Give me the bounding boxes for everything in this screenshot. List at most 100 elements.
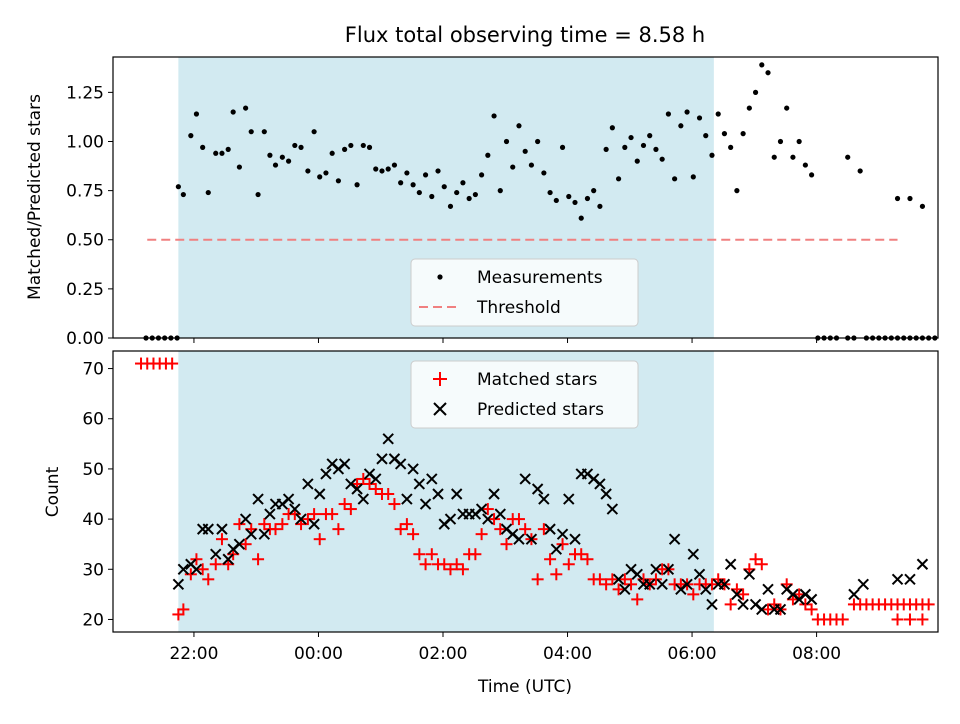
ratio-y-tick-label: 1.25 [66,83,104,103]
count-x-ticks: 22:00 00:00 02:00 04:00 06:00 08:00 [169,632,841,664]
matched-star-point [313,533,326,546]
count-x-tick-label: 06:00 [668,644,717,664]
matched-star-point [612,583,625,596]
count-x-tick-label: 22:00 [169,644,218,664]
measurement-point [728,144,734,150]
matched-star-point [301,513,314,526]
matched-star-point [413,548,426,561]
matched-star-point [537,523,550,536]
predicted-star-point [662,563,675,575]
predicted-star-point [513,533,525,545]
predicted-star-point [525,533,538,545]
measurement-point [441,184,447,190]
matched-star-point [450,558,463,571]
matched-star-point [762,603,775,616]
predicted-star-point [407,463,419,475]
predicted-star-point [644,578,656,591]
matched-star-point [456,563,469,576]
predicted-star-point [594,478,606,490]
ratio-legend: Measurements Threshold [410,258,639,327]
measurement-point [715,111,721,117]
measurement-point [809,172,815,178]
matched-star-point [269,523,282,536]
matched-star-point [581,553,594,566]
measurement-point [665,111,671,117]
matched-star-point [184,568,197,581]
matched-star-point [544,553,557,566]
predicted-star-point [258,528,271,540]
matched-star-point [308,508,321,521]
measurement-point [907,195,913,202]
matched-star-point [916,613,929,626]
x-axis-label: Time (UTC) [477,677,572,697]
count-y-tick-label: 20 [82,610,104,630]
measurement-point [597,203,603,209]
measurement-point [348,142,354,149]
measurement-point [429,193,435,200]
measurement-point [279,154,285,160]
predicted-star-point [264,508,276,520]
measurement-point [248,129,254,135]
measurement-point [510,164,516,170]
matched-star-point [252,553,265,566]
predicted-star-point [245,528,257,540]
matched-star-point [475,528,488,541]
predicted-star-point [308,518,320,530]
predicted-star-point [857,578,869,591]
predicted-star-point [475,503,488,515]
matched-star-point [922,598,935,611]
measurement-point [572,199,578,206]
predicted-star-points [172,433,929,616]
matched-star-point [799,598,812,611]
measurement-point [777,138,784,145]
measurement-point [759,62,765,68]
matched-star-point [519,523,532,536]
matched-star-point [444,563,457,576]
measurement-point [317,174,323,180]
predicted-star-point [426,473,438,485]
measurement-point [659,156,665,162]
ratio-y-ticks: 0.00 0.25 0.50 0.75 1.00 1.25 [66,83,113,349]
measurement-point [230,109,236,115]
measurement-point [790,154,796,160]
matched-star-point [891,613,904,626]
ratio-panel: 0.00 0.25 0.50 0.75 1.00 1.25 Matched/Predict… [25,56,939,349]
measurement-point [541,170,547,176]
measurement-point [491,113,497,119]
predicted-star-point [482,513,494,525]
measurement-point [796,138,802,145]
predicted-star-point [668,533,681,545]
count-y-axis-label: Count [43,466,63,517]
predicted-star-point [282,493,295,505]
count-y-tick-label: 60 [82,410,104,430]
matched-star-point [550,568,563,581]
predicted-star-point [656,578,668,591]
matched-star-point [177,603,190,616]
measurement-point [559,144,566,150]
predicted-star-point [724,558,737,570]
measurement-point [609,125,615,131]
predicted-star-point [916,558,929,570]
matched-star-point [357,472,370,485]
ratio-y-axis-label: Matched/Predicted stars [25,94,45,300]
predicted-star-point [289,503,301,515]
predicted-star-point [737,598,749,611]
count-axes-frame [112,350,939,633]
measurement-points [143,62,938,341]
measurement-point [379,168,385,174]
measurement-point [460,180,466,186]
measurement-point [591,188,597,194]
measurement-point [261,129,267,135]
ratio-y-tick-label: 0.75 [66,182,104,202]
predicted-star-point [432,488,444,500]
count-x-tick-label: 08:00 [792,644,841,664]
predicted-star-point [419,498,432,510]
measurement-point [746,105,752,111]
predicted-star-point [233,538,246,550]
predicted-star-point [494,508,506,520]
ratio-legend-box [410,258,639,327]
matched-star-point [369,482,382,495]
matched-star-point [239,538,252,551]
matched-star-point [494,523,507,536]
